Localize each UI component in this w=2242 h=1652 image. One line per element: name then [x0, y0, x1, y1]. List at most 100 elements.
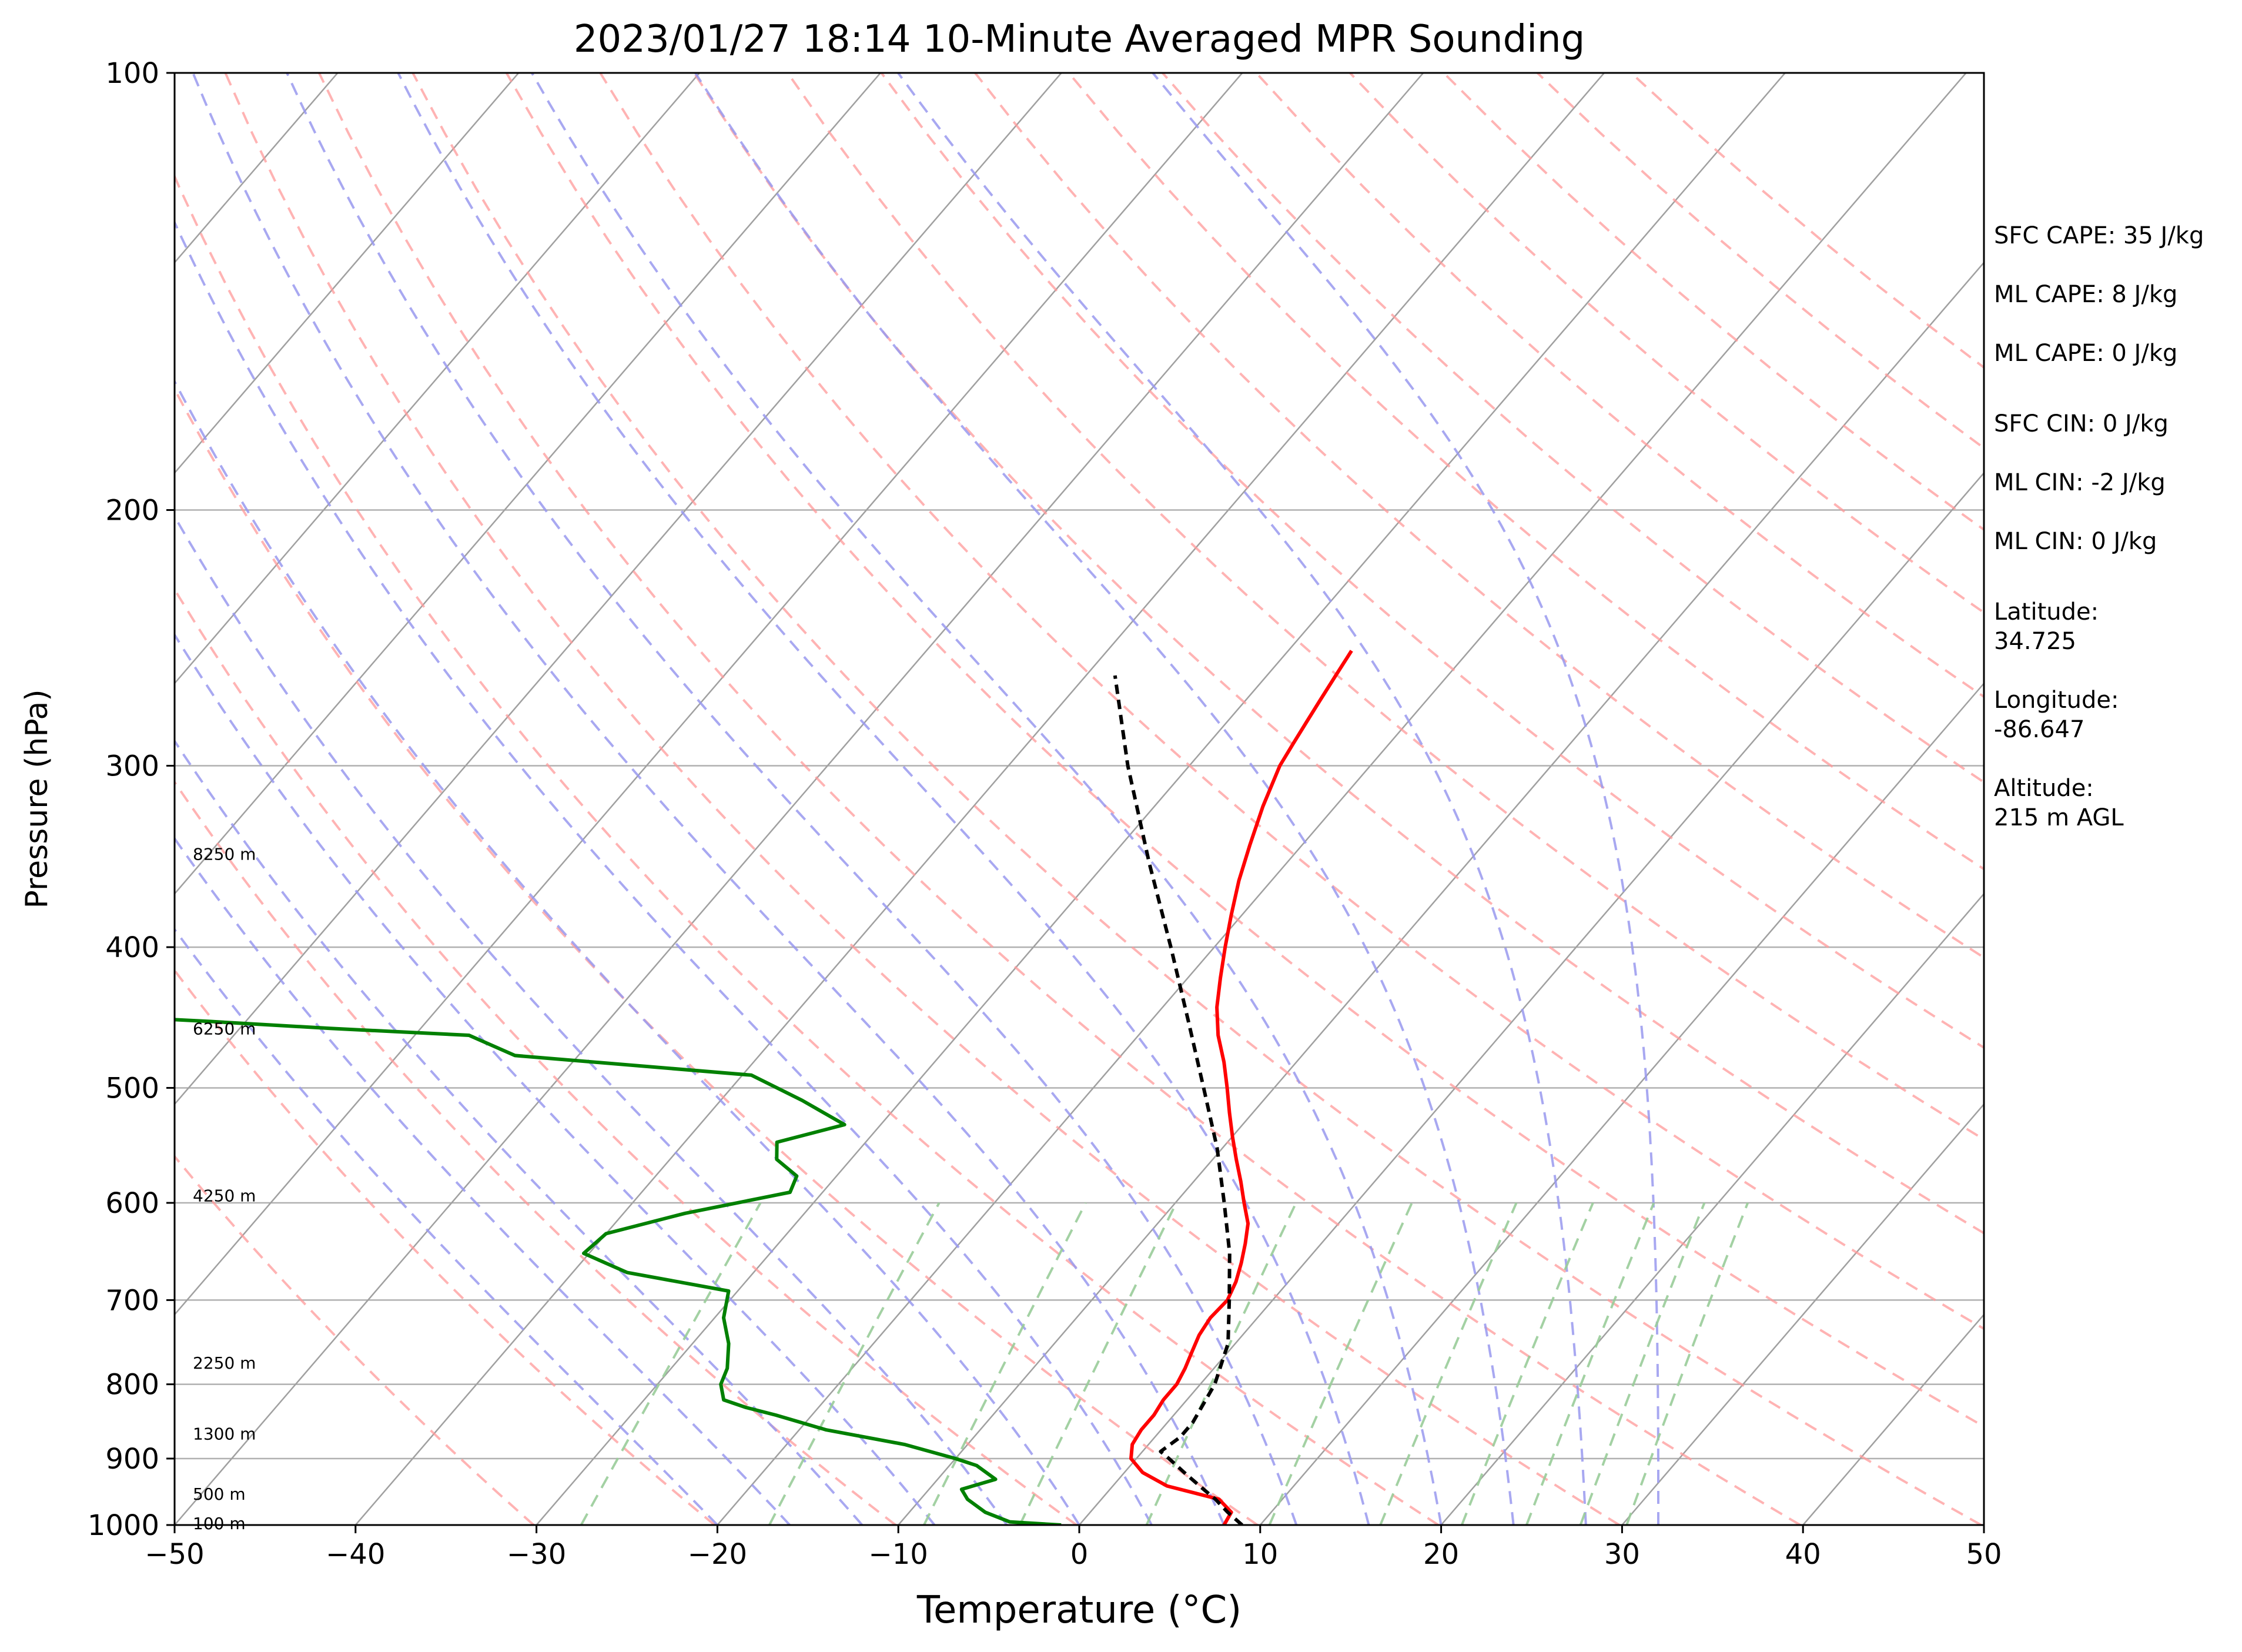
moist-adiabat-line [694, 73, 1515, 1525]
annotation-text: Altitude: [1994, 775, 2094, 802]
moist-adiabat-line [397, 73, 1370, 1525]
temperature-profile-line [1129, 650, 1353, 1525]
isotherm-line [175, 73, 881, 895]
height-label: 1300 m [193, 1424, 256, 1443]
x-tick-label: −50 [145, 1538, 204, 1571]
x-tick-label: 20 [1423, 1538, 1459, 1571]
isotherm-line [1259, 682, 1984, 1525]
dry-adiabat-line [1068, 73, 1984, 871]
dry-adiabat-line [224, 73, 1620, 1525]
isotherm-line [1079, 471, 1984, 1525]
dry-adiabat-line [175, 386, 1259, 1525]
mixing-ratio-line [1525, 1202, 1655, 1525]
dry-adiabat-line [505, 73, 1984, 1428]
isotherm-line [175, 73, 700, 685]
mixing-ratio-line [1019, 1202, 1177, 1525]
height-label: 6250 m [193, 1019, 256, 1038]
dry-adiabat-line [175, 1154, 535, 1525]
moist-adiabat-line [286, 73, 1298, 1525]
y-tick-label: 100 [105, 57, 159, 90]
reference-lines [175, 73, 1984, 1525]
mixing-ratio-line [1625, 1202, 1749, 1525]
x-tick-label: 0 [1070, 1538, 1089, 1571]
x-tick-label: −20 [688, 1538, 747, 1571]
y-tick-label: 700 [105, 1284, 159, 1317]
chart-title: 2023/01/27 18:14 10-Minute Averaged MPR … [574, 18, 1585, 61]
isotherm-line [898, 261, 1984, 1525]
height-label: 500 m [193, 1484, 246, 1504]
isotherm-line [175, 73, 520, 474]
moist-adiabat-line [175, 514, 1008, 1525]
y-axis-label: Pressure (hPa) [19, 690, 55, 909]
annotation-text: -86.647 [1994, 716, 2084, 743]
mixing-ratio-line [923, 1202, 1087, 1525]
mixing-ratio-line [1145, 1202, 1297, 1525]
isotherm-line [175, 73, 1243, 1316]
x-tick-label: 50 [1966, 1538, 2002, 1571]
annotation-text: ML CAPE: 8 J/kg [1994, 281, 2177, 308]
y-tick-label: 200 [105, 494, 159, 527]
annotation-text: Latitude: [1994, 598, 2099, 626]
y-tick-label: 300 [105, 750, 159, 782]
dry-adiabat-line [175, 173, 1440, 1525]
x-tick-label: 40 [1785, 1538, 1821, 1571]
dry-adiabat-line [175, 968, 716, 1525]
annotation-text: SFC CAPE: 35 J/kg [1994, 222, 2204, 249]
y-tick-label: 600 [105, 1187, 159, 1220]
moist-adiabat-line [175, 379, 1080, 1525]
sounding-annotations: SFC CAPE: 35 J/kg ML CAPE: 8 J/kg ML CAPE:… [1994, 222, 2204, 831]
height-labels: 100 m 500 m 1300 m 2250 m 4250 m 6250 m 8250 m [193, 844, 256, 1533]
y-tick-label: 800 [105, 1369, 159, 1402]
y-tick-label: 900 [105, 1443, 159, 1476]
x-tick-label: 10 [1242, 1538, 1278, 1571]
isotherm-line [536, 73, 1786, 1525]
isotherm-line [175, 73, 1424, 1525]
x-tick-label: −10 [869, 1538, 928, 1571]
annotation-text: 215 m AGL [1994, 804, 2124, 831]
isotherm-line [1440, 892, 1984, 1525]
dry-adiabat-line [175, 587, 1078, 1525]
moist-adiabat-line [531, 73, 1443, 1525]
data-series [175, 650, 1353, 1525]
x-axis-label: Temperature (°C) [916, 1589, 1242, 1632]
height-label: 4250 m [193, 1186, 256, 1205]
moist-adiabat-line [175, 633, 936, 1525]
moist-adiabat-line [897, 73, 1587, 1525]
isotherm-line [717, 73, 1967, 1525]
dry-adiabat-line [599, 73, 1984, 1330]
dry-adiabat-line [787, 73, 1984, 1141]
moist-adiabat-line [175, 219, 1153, 1525]
y-tick-label: 500 [105, 1072, 159, 1105]
dry-adiabat-line [880, 73, 1984, 1049]
isotherm-line [1621, 1103, 1984, 1525]
y-tick-label: 400 [105, 931, 159, 964]
y-tick-label: 1000 [88, 1509, 159, 1542]
height-label: 100 m [193, 1514, 246, 1533]
annotation-text: SFC CIN: 0 J/kg [1994, 410, 2169, 437]
height-label: 8250 m [193, 844, 256, 864]
mixing-ratio-line [580, 1202, 762, 1525]
x-tick-label: 30 [1604, 1538, 1640, 1571]
isotherm-line [354, 73, 1605, 1525]
mixing-ratio-line [1268, 1202, 1413, 1525]
mixing-ratio-line [768, 1202, 941, 1525]
mixing-ratio-line [1579, 1202, 1706, 1525]
dewpoint-profile-line [175, 1018, 1062, 1525]
x-axis-ticks: −50 −40 −30 −20 −10 0 10 20 30 40 50 [145, 1525, 2002, 1571]
height-label: 2250 m [193, 1353, 256, 1373]
y-axis-ticks: 100 200 300 400 500 600 700 800 900 1000 [88, 57, 175, 1542]
moist-adiabat-line [175, 738, 864, 1525]
moist-adiabat-line [192, 73, 1226, 1525]
x-tick-label: −30 [507, 1538, 566, 1571]
x-tick-label: −40 [326, 1538, 385, 1571]
mixing-ratio-line [1379, 1202, 1518, 1525]
parcel-profile-line [1113, 675, 1243, 1525]
annotation-text: ML CIN: -2 J/kg [1994, 469, 2166, 496]
annotation-text: Longitude: [1994, 687, 2119, 714]
dry-adiabat-line [411, 73, 1982, 1525]
annotation-text: 34.725 [1994, 628, 2076, 655]
mixing-ratio-line [1460, 1202, 1594, 1525]
annotation-text: ML CIN: 0 J/kg [1994, 528, 2157, 555]
